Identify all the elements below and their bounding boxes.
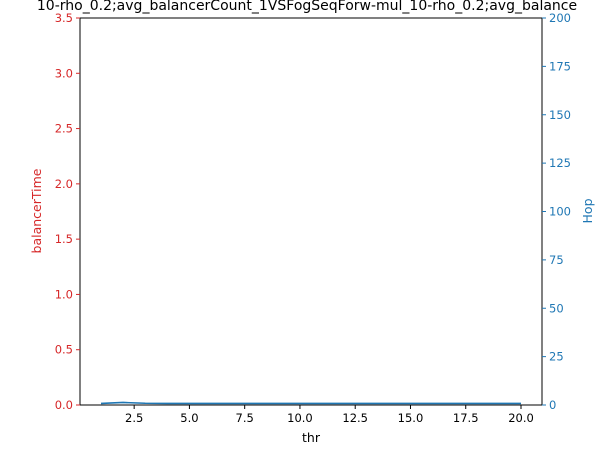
right-y-tick-label: 175 (549, 59, 571, 73)
left-y-tick-label: 1.0 (55, 287, 73, 301)
x-axis-label: thr (302, 430, 321, 445)
right-y-tick-label: 125 (549, 156, 571, 170)
x-tick-label: 10.0 (287, 411, 313, 425)
left-y-axis-label: balancerTime (29, 168, 44, 253)
left-y-tick-label: 0.0 (55, 398, 73, 412)
series-line-0 (100, 401, 521, 405)
right-y-tick-label: 75 (549, 253, 564, 267)
left-y-tick-label: 0.5 (55, 343, 73, 357)
x-tick-label: 12.5 (342, 411, 368, 425)
left-y-tick-label: 3.5 (55, 11, 73, 25)
right-y-axis: 0 25 50 75 100 125 150 175 200 (542, 11, 571, 412)
right-y-tick-label: 0 (549, 398, 556, 412)
plot-background (80, 18, 542, 405)
right-y-tick-label: 50 (549, 301, 564, 315)
left-y-tick-label: 3.0 (55, 66, 73, 80)
right-y-axis-label: Hop (580, 198, 595, 223)
left-y-axis: 0.0 0.5 1.0 1.5 2.0 2.5 3.0 3.5 (55, 11, 80, 412)
chart-title: 10-rho_0.2;avg_balancerCount_1VSFogSeqFo… (37, 0, 577, 14)
right-y-tick-label: 200 (549, 11, 571, 25)
x-tick-label: 5.0 (180, 411, 198, 425)
x-tick-label: 17.5 (453, 411, 479, 425)
left-y-tick-label: 1.5 (55, 232, 73, 246)
left-y-tick-label: 2.5 (55, 122, 73, 136)
x-tick-label: 2.5 (125, 411, 143, 425)
right-y-tick-label: 25 (549, 350, 564, 364)
right-y-tick-label: 150 (549, 108, 571, 122)
x-tick-label: 20.0 (508, 411, 534, 425)
x-tick-label: 7.5 (236, 411, 254, 425)
right-y-tick-label: 100 (549, 205, 571, 219)
left-y-tick-label: 2.0 (55, 177, 73, 191)
x-axis: 2.5 5.0 7.5 10.0 12.5 15.0 17.5 20.0 (125, 405, 534, 425)
plot-area (79, 17, 543, 406)
x-tick-label: 15.0 (398, 411, 424, 425)
